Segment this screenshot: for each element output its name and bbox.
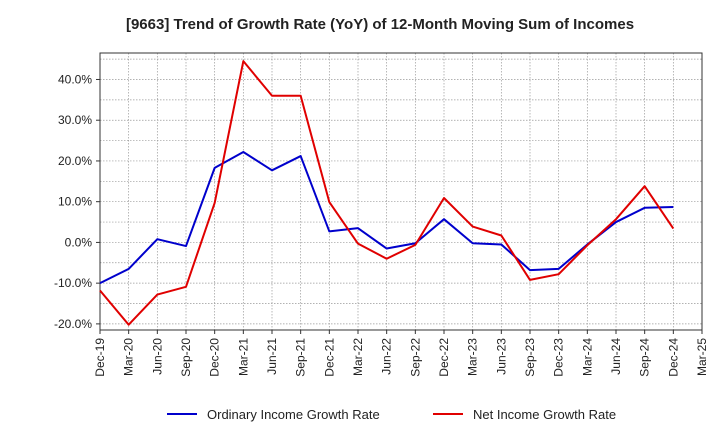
chart-title: [9663] Trend of Growth Rate (YoY) of 12-… <box>126 16 634 33</box>
x-tick-label: Dec-19 <box>93 338 107 377</box>
x-tick-label: Dec-21 <box>322 338 336 377</box>
legend-label: Ordinary Income Growth Rate <box>207 407 380 422</box>
y-tick-label: 0.0% <box>65 235 93 249</box>
series-line <box>99 150 674 285</box>
legend-label: Net Income Growth Rate <box>473 407 616 422</box>
y-tick-label: 30.0% <box>58 113 92 127</box>
y-tick-label: 10.0% <box>58 195 92 209</box>
x-tick-label: Jun-23 <box>494 338 508 375</box>
x-tick-label: Dec-22 <box>437 338 451 377</box>
x-tick-label: Mar-24 <box>580 338 594 376</box>
x-tick-label: Sep-23 <box>523 338 537 377</box>
x-tick-label: Sep-24 <box>638 338 652 377</box>
x-tick-label: Dec-23 <box>552 338 566 377</box>
x-tick-label: Mar-20 <box>122 338 136 376</box>
y-tick-label: -20.0% <box>54 317 92 331</box>
plot-area <box>100 53 702 330</box>
x-tick-label: Sep-22 <box>408 338 422 377</box>
x-tick-label: Jun-24 <box>609 338 623 375</box>
x-tick-label: Dec-20 <box>208 338 222 377</box>
x-tick-label: Sep-21 <box>294 338 308 377</box>
x-tick-label: Mar-25 <box>695 338 709 376</box>
plot-frame <box>99 52 703 331</box>
x-tick-label: Mar-22 <box>351 338 365 376</box>
x-tick-label: Mar-21 <box>236 338 250 376</box>
x-tick-label: Jun-22 <box>380 338 394 375</box>
x-tick-label: Mar-23 <box>466 338 480 376</box>
y-tick-label: 40.0% <box>58 72 92 86</box>
axes: -20.0% -10.0% 0.0% 10.0% 20.0% 30.0% 40.0% Dec-… <box>54 52 709 377</box>
series-lines <box>99 60 675 326</box>
y-tick-label: 20.0% <box>58 154 92 168</box>
series-line <box>99 60 675 326</box>
x-tick-label: Dec-24 <box>666 338 680 377</box>
x-tick-label: Jun-21 <box>265 338 279 375</box>
x-tick-label: Jun-20 <box>150 338 164 375</box>
y-tick-label: -10.0% <box>54 276 92 290</box>
grid <box>100 53 702 330</box>
legend: Ordinary Income Growth Rate Net Income Gr… <box>167 407 616 422</box>
x-tick-label: Sep-20 <box>179 338 193 377</box>
